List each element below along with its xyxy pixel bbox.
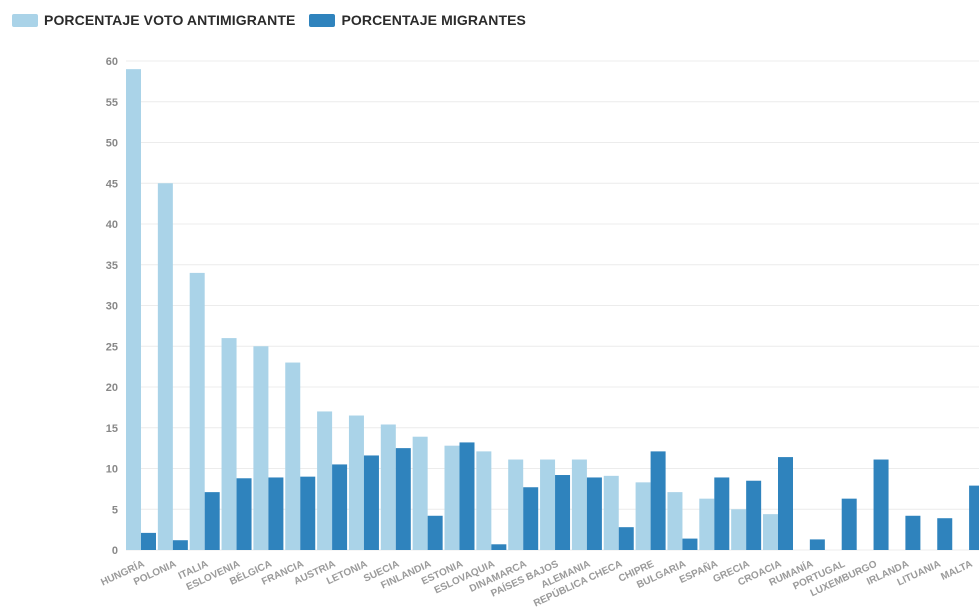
bar[interactable] — [189, 272, 205, 550]
bar[interactable] — [746, 480, 762, 550]
bar[interactable] — [380, 424, 396, 550]
legend: PORCENTAJE VOTO ANTIMIGRANTE PORCENTAJE … — [12, 12, 526, 28]
bar[interactable] — [491, 544, 507, 550]
y-tick-label: 20 — [106, 382, 118, 394]
y-tick-label: 50 — [106, 138, 118, 150]
bar[interactable] — [699, 498, 715, 550]
y-axis: 0 5 10 15 20 25 30 35 40 45 50 55 60 — [106, 56, 118, 557]
legend-label-migrants: PORCENTAJE MIGRANTES — [341, 12, 526, 28]
y-tick-label: 55 — [106, 97, 118, 109]
bar[interactable] — [555, 475, 571, 550]
bar[interactable] — [395, 448, 411, 550]
bar[interactable] — [172, 540, 188, 550]
bars — [126, 69, 979, 551]
x-axis: HUNGRÍAPOLONIAITALIAESLOVENIABÉLGICAFRAN… — [98, 557, 974, 610]
y-tick-label: 60 — [106, 56, 118, 68]
bar[interactable] — [937, 518, 953, 550]
bar[interactable] — [332, 464, 348, 550]
bar[interactable] — [873, 459, 889, 550]
bar[interactable] — [523, 487, 539, 550]
x-tick-label: MALTA — [939, 559, 974, 583]
y-tick-label: 30 — [106, 301, 118, 313]
bar[interactable] — [635, 482, 651, 550]
bar[interactable] — [221, 338, 237, 550]
bar[interactable] — [285, 362, 301, 550]
bar[interactable] — [571, 459, 587, 550]
bar[interactable] — [667, 492, 683, 550]
bar[interactable] — [126, 69, 141, 551]
y-tick-label: 35 — [106, 260, 118, 272]
bar[interactable] — [253, 346, 269, 550]
legend-label-antimigrant: PORCENTAJE VOTO ANTIMIGRANTE — [44, 12, 296, 28]
bar[interactable] — [476, 451, 492, 550]
y-tick-label: 0 — [112, 545, 118, 557]
bar[interactable] — [363, 455, 379, 550]
bar[interactable] — [905, 515, 921, 550]
gridlines — [126, 60, 979, 551]
bar[interactable] — [412, 436, 428, 550]
legend-item-antimigrant[interactable]: PORCENTAJE VOTO ANTIMIGRANTE — [12, 12, 295, 28]
bar[interactable] — [300, 476, 316, 550]
bar[interactable] — [444, 445, 460, 550]
bar[interactable] — [763, 514, 778, 550]
y-tick-label: 45 — [106, 178, 118, 190]
bar[interactable] — [809, 539, 825, 550]
bar[interactable] — [348, 415, 364, 550]
bar[interactable] — [586, 477, 602, 550]
bar[interactable] — [427, 515, 443, 550]
legend-swatch-migrants — [309, 13, 336, 27]
bar[interactable] — [459, 442, 475, 550]
y-tick-label: 25 — [106, 341, 118, 353]
bar[interactable] — [317, 411, 333, 550]
y-tick-label: 10 — [106, 464, 118, 476]
bar[interactable] — [778, 457, 793, 550]
y-tick-label: 40 — [106, 219, 118, 231]
legend-swatch-antimigrant — [12, 13, 38, 27]
bar[interactable] — [841, 498, 857, 550]
bar[interactable] — [540, 459, 556, 550]
bar[interactable] — [204, 492, 220, 550]
y-tick-label: 15 — [106, 423, 118, 435]
bar[interactable] — [508, 459, 524, 550]
bar[interactable] — [969, 485, 979, 550]
bar[interactable] — [731, 509, 747, 550]
legend-item-migrants[interactable]: PORCENTAJE MIGRANTES — [309, 12, 526, 28]
bar[interactable] — [603, 475, 619, 550]
bar[interactable] — [236, 478, 252, 550]
y-tick-label: 5 — [112, 504, 118, 516]
bar[interactable] — [714, 477, 730, 550]
bar[interactable] — [682, 538, 698, 550]
bar[interactable] — [141, 532, 156, 550]
bar[interactable] — [268, 477, 284, 550]
bar[interactable] — [650, 451, 666, 550]
bar[interactable] — [157, 183, 173, 550]
bar[interactable] — [618, 527, 634, 550]
